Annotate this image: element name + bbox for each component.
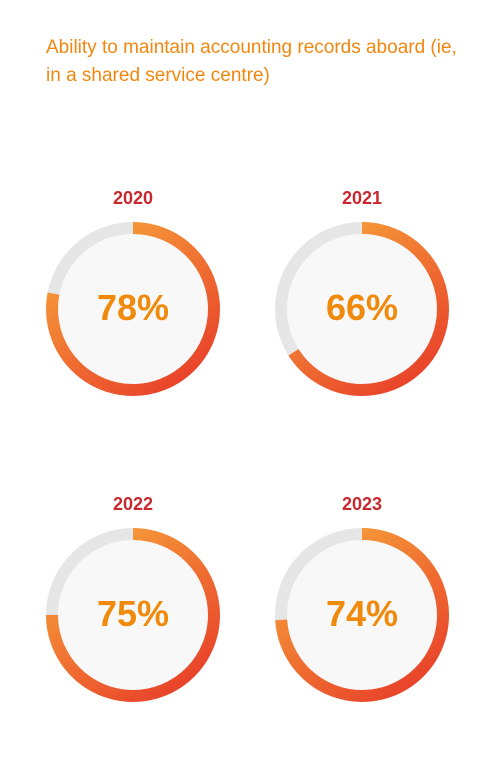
value-label-2022: 75% [96, 593, 170, 634]
donut-2020: 2020 78% [43, 187, 243, 437]
value-label-2023: 74% [325, 593, 399, 634]
donut-arc-2020 [46, 222, 220, 396]
year-label-2023: 2023 [341, 494, 383, 514]
donut-2023: 2023 74% [272, 493, 472, 743]
donut-ring-2020 [46, 222, 220, 396]
value-label-2020: 78% [96, 287, 170, 328]
donut-inner-2023 [287, 540, 437, 690]
donut-inner-2022 [58, 540, 208, 690]
donut-arc-2022 [46, 528, 220, 702]
value-label-2021: 66% [325, 287, 399, 328]
chart-title: Ability to maintain accounting records a… [46, 37, 457, 86]
donut-ring-2021 [275, 222, 449, 396]
donut-2021: 2021 66% [272, 187, 472, 437]
donut-arc-2021 [275, 222, 449, 396]
donut-inner-2021 [287, 234, 437, 384]
donut-inner-2020 [58, 234, 208, 384]
donut-arc-2023 [275, 528, 449, 702]
year-label-2021: 2021 [341, 188, 383, 208]
year-label-2022: 2022 [112, 494, 154, 514]
donut-ring-2022 [46, 528, 220, 702]
donut-2022: 2022 75% [43, 493, 243, 743]
donut-ring-2023 [275, 528, 449, 702]
year-label-2020: 2020 [112, 188, 154, 208]
